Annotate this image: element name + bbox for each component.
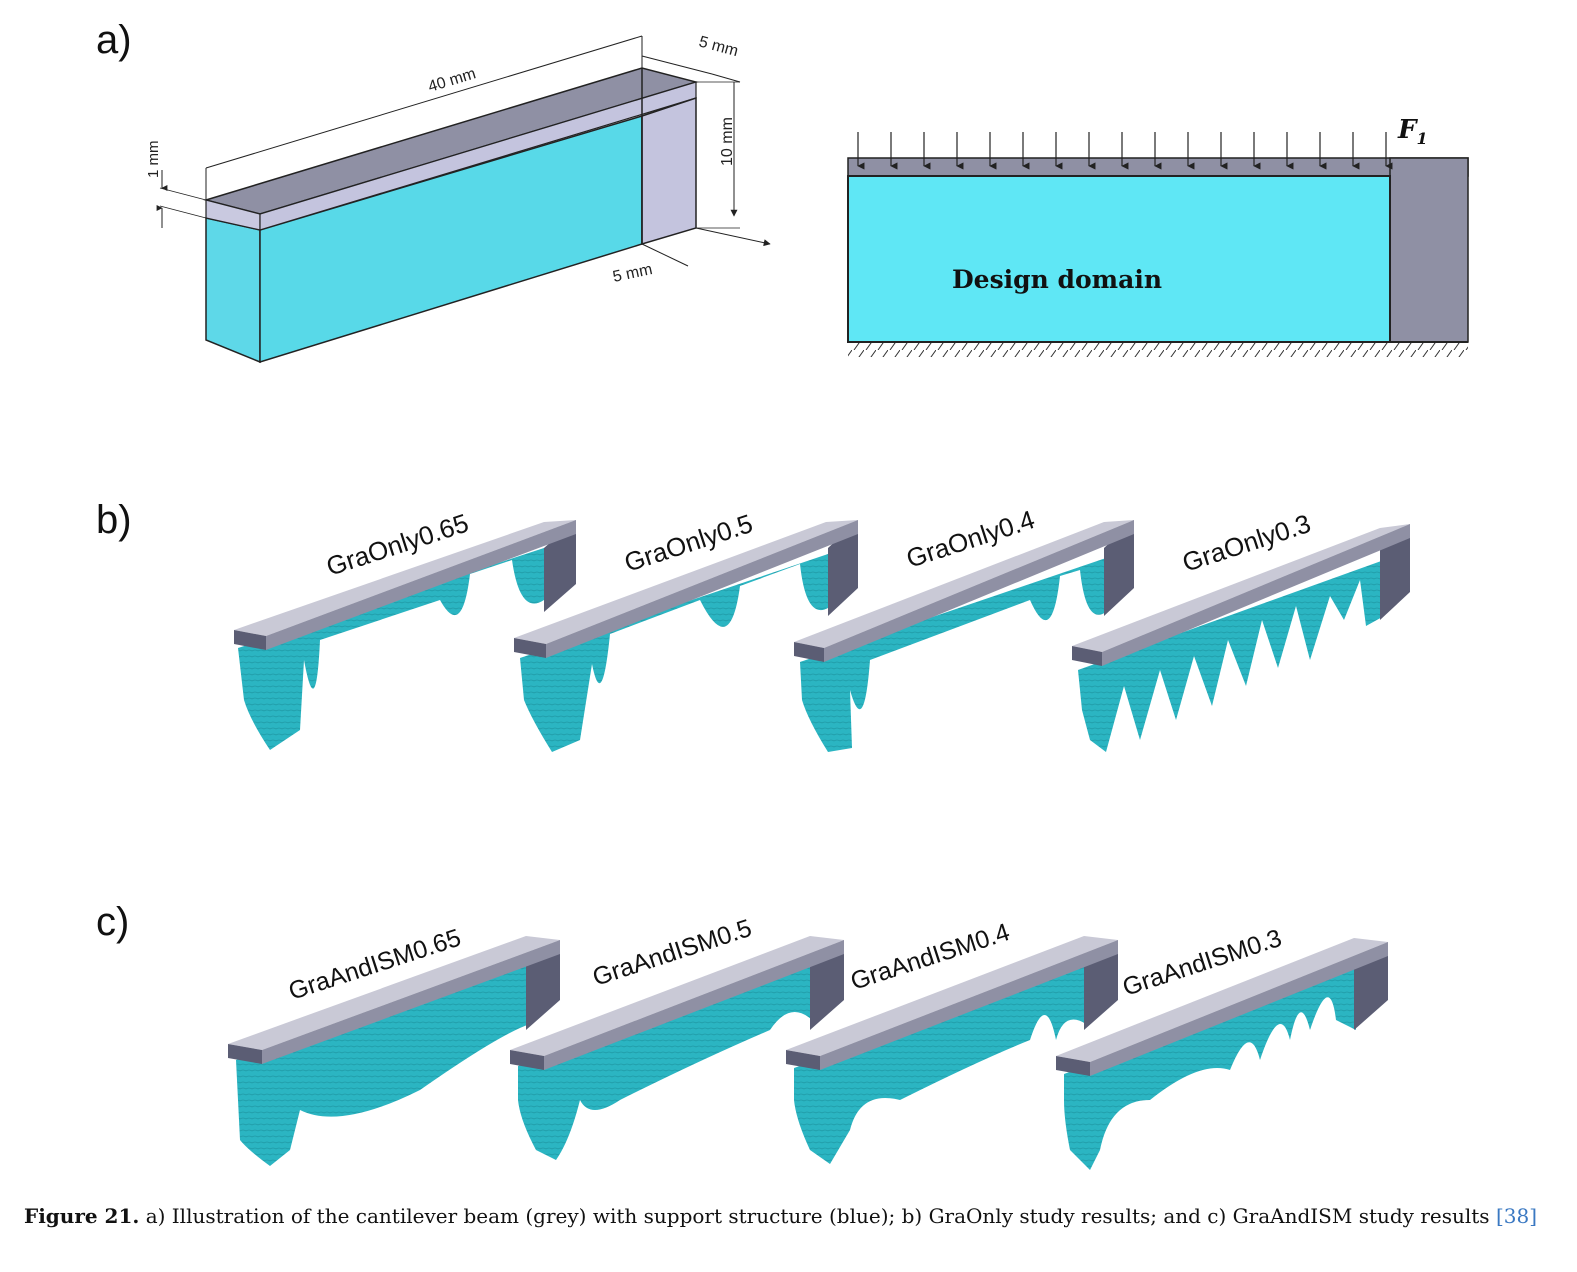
caption-citation-link[interactable]: [38] [1495,1204,1537,1228]
panel-a-label: a) [96,18,132,62]
dim-height-label: 10 mm [719,117,736,166]
result-beam-graonly-05 [514,520,858,752]
figure-canvas: 40 mm 5 mm 10 mm 5 mm 1 mm [145,33,1469,1170]
graonly-results [234,520,1410,752]
force-label: F1 [1397,115,1428,148]
result-beam-graandism-03 [1056,938,1388,1170]
result-beam-graonly-03 [1072,524,1410,752]
dim-width-bottom-label: 5 mm [611,261,654,286]
dim-width-top-label: 5 mm [697,33,740,60]
result-beam-graandism-065 [228,936,560,1166]
design-domain-label: Design domain [952,265,1162,294]
design-domain-diagram [847,132,1469,357]
distributed-load-arrows [857,132,1393,170]
dim-thickness-label: 1 mm [145,141,162,179]
result-beam-graandism-04 [786,936,1118,1164]
result-beam-graonly-065 [234,520,576,750]
result-beam-graandism-05 [510,936,844,1160]
dim-length-label: 40 mm [426,65,478,96]
graandism-results [228,936,1388,1170]
figure-caption: Figure 21. a) Illustration of the cantil… [24,1204,1564,1228]
isometric-beam-drawing [156,35,771,364]
result-beam-graonly-04 [794,520,1134,752]
caption-text: a) Illustration of the cantilever beam (… [139,1204,1496,1228]
panel-c-label: c) [96,900,130,944]
caption-figure-number: Figure 21. [24,1204,140,1228]
panel-b-label: b) [96,498,132,542]
